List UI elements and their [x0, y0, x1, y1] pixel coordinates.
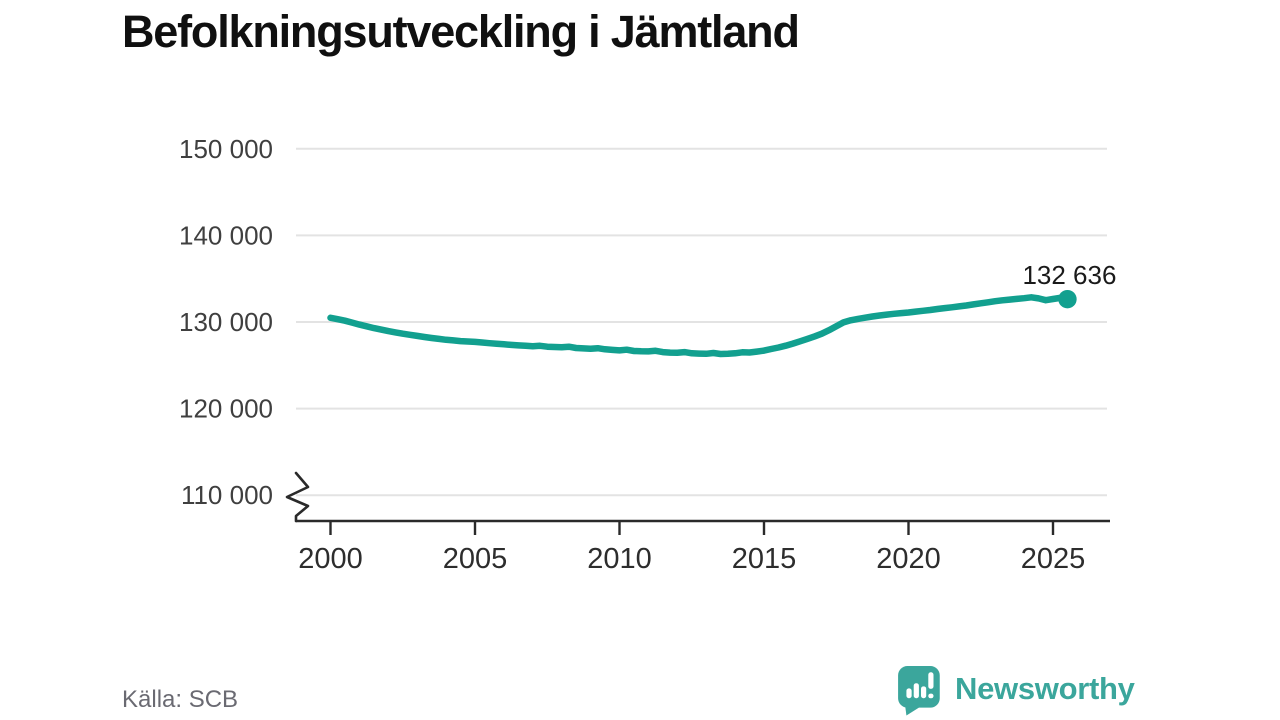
population-line	[327, 294, 1071, 358]
latest-value-label: 132 636	[1022, 260, 1116, 290]
y-tick-label: 110 000	[181, 480, 273, 510]
latest-point-marker	[1058, 289, 1077, 309]
x-tick-label: 2005	[443, 543, 508, 575]
y-tick-label: 130 000	[179, 307, 273, 337]
y-tick-label: 140 000	[179, 220, 273, 250]
y-axis-break-icon	[285, 471, 310, 523]
x-tick-label: 2025	[1021, 543, 1086, 575]
x-tick-label: 2020	[876, 543, 941, 575]
source-caption: Källa: SCB	[122, 686, 239, 713]
chart-title: Befolkningsutveckling i Jämtland	[122, 6, 800, 57]
y-tick-label: 150 000	[179, 134, 273, 164]
x-tick-label: 2015	[732, 543, 797, 575]
x-tick-label: 2000	[298, 543, 363, 575]
newsworthy-logo: Newsworthy	[898, 666, 1135, 716]
x-tick-label: 2010	[587, 543, 652, 575]
newsworthy-logo-text: Newsworthy	[955, 670, 1135, 706]
newsworthy-logo-icon	[898, 666, 940, 716]
y-tick-label: 120 000	[179, 394, 273, 424]
